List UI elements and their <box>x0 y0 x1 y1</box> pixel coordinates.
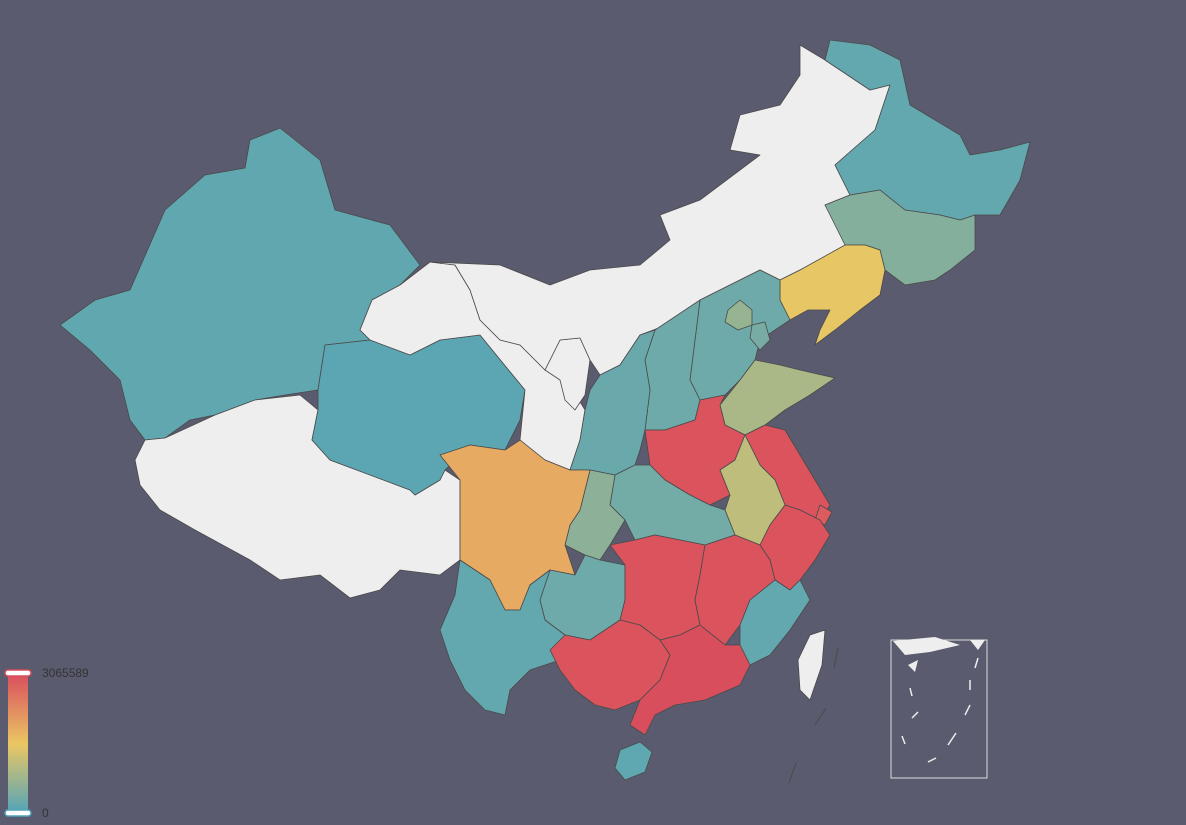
region-tianjin[interactable] <box>749 321 771 351</box>
visual-map-handle-max[interactable] <box>4 669 32 677</box>
visual-map-min-label: 0 <box>42 806 49 820</box>
sea-boundary-dashes <box>788 647 839 784</box>
region-liaoning[interactable] <box>779 244 886 346</box>
visual-map-legend: 3065589 0 <box>4 666 89 820</box>
region-fujian[interactable] <box>739 579 811 666</box>
region-taiwan[interactable] <box>797 629 826 701</box>
visual-map-max-label: 3065589 <box>42 666 89 680</box>
region-heilongjiang[interactable] <box>824 39 1031 221</box>
region-shaanxi[interactable] <box>569 329 656 476</box>
inset-coast-east <box>970 640 985 650</box>
region-guangdong[interactable] <box>629 624 751 736</box>
nine-dash-line <box>901 657 979 763</box>
visual-map-handle-min[interactable] <box>4 809 32 817</box>
inset-coastline <box>893 637 960 655</box>
visual-map-bar <box>8 674 28 814</box>
region-hainan[interactable] <box>614 741 653 781</box>
inset-island <box>908 660 918 672</box>
south-china-sea-inset <box>890 637 988 779</box>
